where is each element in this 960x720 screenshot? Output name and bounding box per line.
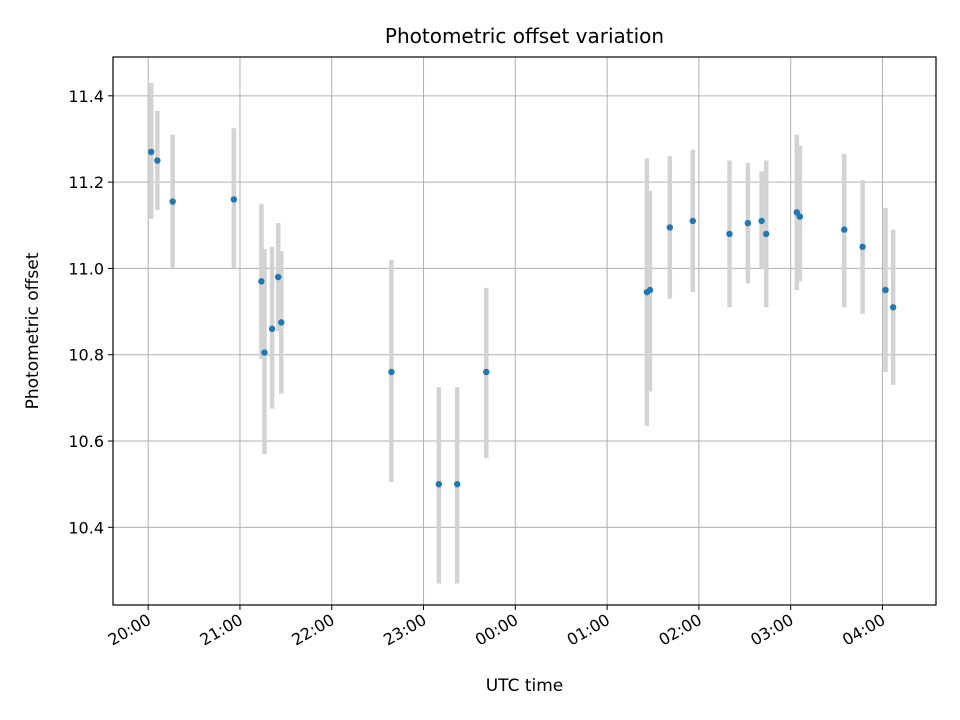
data-point <box>148 148 155 156</box>
data-point <box>261 349 268 356</box>
grid-layer <box>113 57 936 605</box>
data-point <box>646 286 654 294</box>
data-point <box>169 198 176 205</box>
chart-title: Photometric offset variation <box>385 24 664 48</box>
data-point <box>268 325 276 333</box>
data-point <box>388 368 395 376</box>
data-point <box>230 196 238 203</box>
data-point <box>859 243 866 251</box>
y-tick-label: 11.0 <box>68 259 104 278</box>
y-axis-label: Photometric offset <box>23 252 43 409</box>
data-point <box>483 368 490 376</box>
data-point <box>689 217 696 225</box>
data-point <box>841 226 848 233</box>
x-axis-label: UTC time <box>486 676 564 696</box>
data-point <box>154 157 161 164</box>
data-point <box>758 217 765 225</box>
data-point <box>435 480 443 488</box>
data-point <box>453 480 461 488</box>
y-tick-label: 10.4 <box>68 518 104 537</box>
data-point <box>882 286 889 294</box>
data-point <box>726 230 733 238</box>
y-tick-label: 11.2 <box>68 173 104 192</box>
data-point <box>258 278 265 285</box>
data-point <box>889 304 897 311</box>
data-point <box>744 219 752 227</box>
y-tick-label: 11.4 <box>68 87 104 106</box>
y-tick-label: 10.8 <box>68 346 104 365</box>
y-tick-label: 10.6 <box>68 432 104 451</box>
data-point <box>762 230 770 238</box>
plot-area-frame <box>112 56 937 606</box>
data-point <box>666 224 674 231</box>
data-point-layer <box>148 148 897 488</box>
data-point <box>278 319 285 326</box>
data-point <box>796 213 804 220</box>
data-point <box>275 273 282 281</box>
